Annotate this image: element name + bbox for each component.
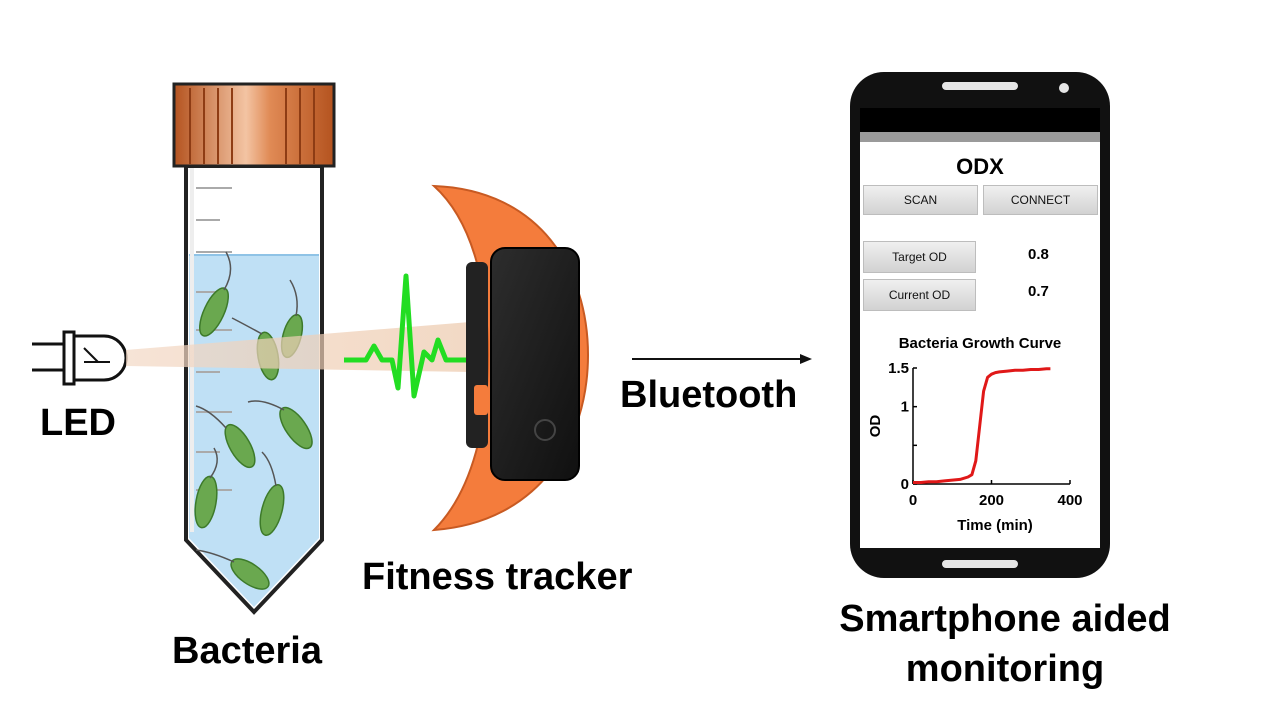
led-icon — [32, 330, 128, 386]
app-title: ODX — [956, 154, 1004, 179]
y-tick-label: 1 — [901, 399, 909, 416]
fitness-tracker-label: Fitness tracker — [362, 556, 633, 598]
y-tick-label: 0 — [901, 476, 909, 493]
current-od-value: 0.7 — [1028, 283, 1049, 300]
heartbeat-icon — [344, 273, 472, 399]
connect-button[interactable]: CONNECT — [983, 185, 1098, 215]
target-od-button[interactable]: Target OD — [863, 241, 976, 273]
y-tick-label: 1.5 — [888, 360, 909, 377]
tube-icon — [184, 164, 324, 615]
x-tick-label: 400 — [1057, 492, 1082, 509]
x-tick-label: 0 — [909, 492, 917, 509]
bluetooth-arrow — [632, 354, 812, 364]
smartphone-label-line2: monitoring — [905, 648, 1105, 690]
x-tick-label: 200 — [979, 492, 1004, 509]
scan-button[interactable]: SCAN — [863, 185, 978, 215]
current-od-button[interactable]: Current OD — [863, 279, 976, 311]
led-label: LED — [40, 402, 116, 444]
fitness-tracker-icon — [431, 184, 590, 532]
tube-cap-icon — [172, 82, 336, 168]
target-od-value: 0.8 — [1028, 246, 1049, 263]
growth-chart: Bacteria Growth Curve 0 200 400 0 1 1.5 Time … — [867, 335, 1083, 534]
chart-xlabel: Time (min) — [957, 517, 1033, 534]
bacteria-label: Bacteria — [172, 630, 322, 672]
chart-ylabel: OD — [867, 415, 884, 438]
chart-title: Bacteria Growth Curve — [899, 335, 1062, 352]
smartphone-label-line1: Smartphone aided — [839, 598, 1171, 640]
bluetooth-label: Bluetooth — [620, 374, 798, 416]
chart-series-line — [913, 367, 1051, 484]
